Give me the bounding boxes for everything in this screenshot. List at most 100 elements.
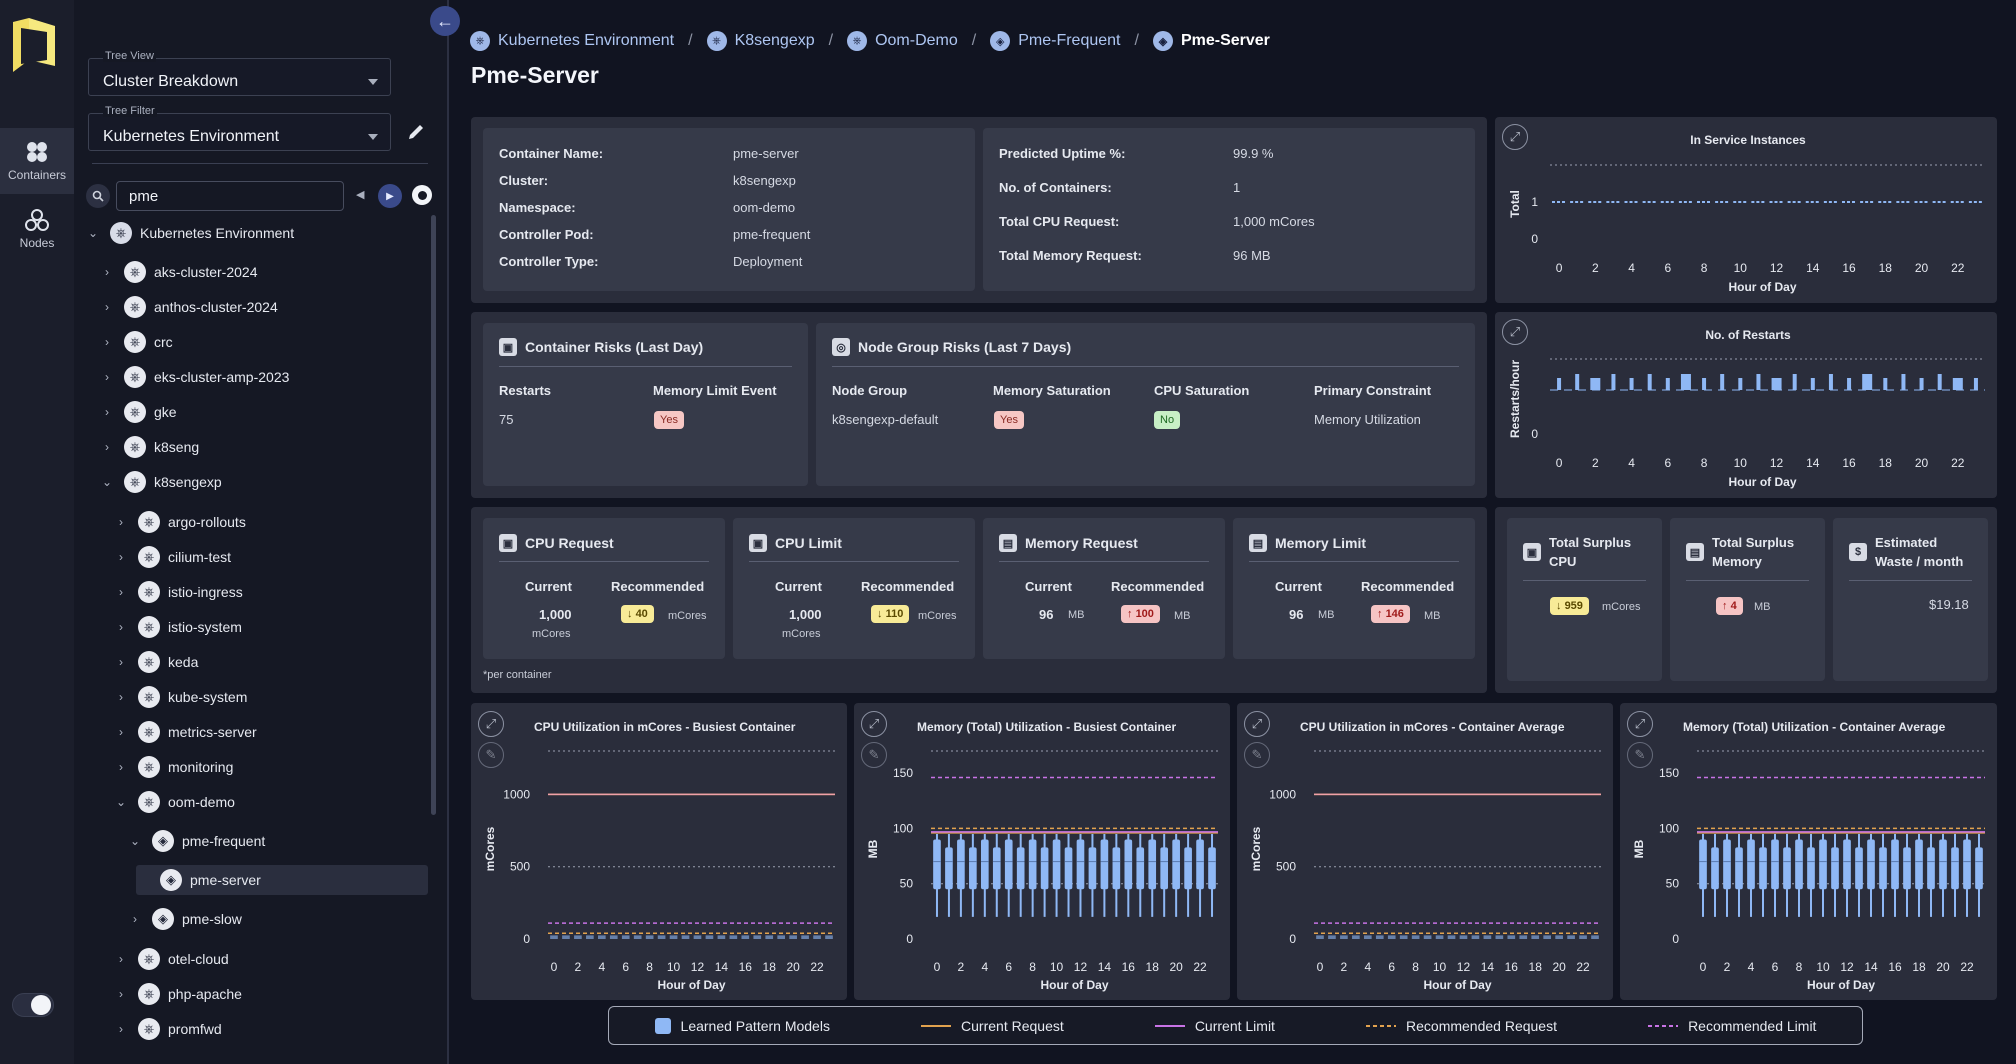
expand-icon[interactable]: ⤢: [1502, 124, 1528, 150]
chevron-down-icon[interactable]: ⌄: [115, 795, 127, 809]
tree-item-aks-cluster-2024[interactable]: › ⎈ aks-cluster-2024: [100, 257, 258, 287]
expand-icon[interactable]: ⤢: [1627, 711, 1653, 737]
nav-nodes-label: Nodes: [19, 236, 55, 250]
tree-filter-value: Kubernetes Environment: [103, 128, 280, 145]
y-tick-label: 150: [1659, 766, 1679, 780]
nav-containers-button[interactable]: Containers: [0, 128, 74, 194]
chevron-right-icon[interactable]: ›: [119, 760, 123, 774]
chevron-right-icon[interactable]: ›: [119, 952, 123, 966]
nav-nodes-button[interactable]: Nodes: [0, 196, 74, 262]
tree-item-oom-demo[interactable]: ⌄ ⎈ oom-demo: [114, 787, 235, 817]
surplus-unit: MB: [1754, 601, 1771, 613]
chevron-down-icon[interactable]: ⌄: [129, 834, 141, 848]
environment-icon: ⎈: [110, 222, 132, 244]
collapse-sidebar-button[interactable]: ←: [430, 6, 460, 36]
tree-item-pme-frequent[interactable]: ⌄ ◈ pme-frequent: [128, 826, 265, 856]
chevron-right-icon[interactable]: ›: [105, 265, 109, 279]
tree-item-pme-server[interactable]: ◈ pme-server: [136, 865, 428, 895]
chevron-right-icon[interactable]: ›: [105, 335, 109, 349]
edit-icon[interactable]: ✎: [861, 742, 887, 768]
surplus-title: Total Surplus: [1549, 535, 1632, 550]
box-mark: [1711, 847, 1719, 890]
chevron-down-icon[interactable]: ⌄: [101, 475, 113, 489]
chevron-down-icon[interactable]: ⌄: [87, 226, 99, 240]
chevron-right-icon[interactable]: ›: [105, 405, 109, 419]
edit-filter-icon[interactable]: [406, 122, 426, 142]
expand-icon[interactable]: ⤢: [1244, 711, 1270, 737]
tree-item-cilium-test[interactable]: › ⎈ cilium-test: [114, 542, 231, 572]
tree-item-crc[interactable]: › ⎈ crc: [100, 327, 173, 357]
restart-bar: [1647, 374, 1652, 390]
cluster-icon: ⎈: [124, 366, 146, 388]
tree-view-select[interactable]: Tree View Cluster Breakdown: [88, 50, 391, 96]
chevron-right-icon[interactable]: ›: [133, 912, 137, 926]
tree-item-gke[interactable]: › ⎈ gke: [100, 397, 177, 427]
tree-item-keda[interactable]: › ⎈ keda: [114, 647, 198, 677]
chevron-right-icon[interactable]: ›: [119, 725, 123, 739]
tree-item-label: keda: [168, 654, 199, 670]
x-tick-label: 22: [810, 960, 824, 974]
tree-item-kube-system[interactable]: › ⎈ kube-system: [114, 682, 247, 712]
prev-result-icon[interactable]: ◀: [356, 189, 365, 201]
breadcrumb-item[interactable]: ◈ Pme-Frequent: [990, 31, 1120, 51]
chevron-right-icon[interactable]: ›: [105, 370, 109, 384]
chevron-right-icon[interactable]: ›: [119, 987, 123, 1001]
theme-toggle[interactable]: [12, 993, 54, 1017]
namespace-icon: ⎈: [138, 791, 160, 813]
expand-icon[interactable]: ⤢: [861, 711, 887, 737]
recommended-limit-swatch: [1648, 1024, 1679, 1027]
search-input[interactable]: [116, 181, 344, 211]
chevron-right-icon[interactable]: ›: [119, 1022, 123, 1036]
expand-icon[interactable]: ⤢: [478, 711, 504, 737]
chevron-right-icon[interactable]: ›: [119, 585, 123, 599]
tree-item-eks-cluster-amp-2023[interactable]: › ⎈ eks-cluster-amp-2023: [100, 362, 289, 392]
tree-item-istio-ingress[interactable]: › ⎈ istio-ingress: [114, 577, 243, 607]
expand-icon[interactable]: ⤢: [1502, 319, 1528, 345]
tree-filter-select[interactable]: Tree Filter Kubernetes Environment: [88, 105, 391, 151]
box-mark: [945, 847, 953, 890]
chevron-right-icon[interactable]: ›: [119, 655, 123, 669]
breadcrumb-item[interactable]: ⎈ Oom-Demo: [847, 31, 958, 51]
tree-item-metrics-server[interactable]: › ⎈ metrics-server: [114, 717, 257, 747]
chevron-right-icon[interactable]: ›: [119, 515, 123, 529]
restart-bar: [1919, 378, 1924, 390]
next-result-icon[interactable]: ▶: [378, 184, 402, 208]
box-mark: [693, 935, 702, 939]
tree-item-k8seng[interactable]: › ⎈ k8seng: [100, 432, 199, 462]
tree-item-Kubernetes Environment[interactable]: ⌄ ⎈ Kubernetes Environment: [86, 218, 294, 248]
edit-icon[interactable]: ✎: [1627, 742, 1653, 768]
utilization-chart: CPU Utilization in mCores - Container Av…: [1249, 720, 1601, 992]
box-mark: [1471, 935, 1480, 939]
tree-item-k8sengexp[interactable]: ⌄ ⎈ k8sengexp: [100, 467, 222, 497]
tree-item-promfwd[interactable]: › ⎈ promfwd: [114, 1014, 222, 1044]
breadcrumb-item[interactable]: ⎈ K8sengexp: [706, 31, 815, 51]
box-mark: [1136, 847, 1145, 890]
box-mark: [1088, 847, 1097, 890]
sidebar-scrollbar[interactable]: [431, 215, 436, 815]
totals-card: [983, 128, 1475, 291]
chevron-right-icon[interactable]: ›: [119, 550, 123, 564]
clear-search-icon[interactable]: [412, 185, 432, 205]
search-icon[interactable]: [86, 184, 110, 208]
namespace-icon: ⎈: [138, 1018, 160, 1040]
chevron-right-icon[interactable]: ›: [119, 620, 123, 634]
restart-bar: [1937, 374, 1942, 390]
legend-recommended-request: Recommended Request: [1366, 1018, 1557, 1034]
chevron-right-icon[interactable]: ›: [119, 690, 123, 704]
tree-item-anthos-cluster-2024[interactable]: › ⎈ anthos-cluster-2024: [100, 292, 278, 322]
chevron-right-icon[interactable]: ›: [105, 300, 109, 314]
tree-item-pme-slow[interactable]: › ◈ pme-slow: [128, 904, 242, 934]
chevron-right-icon[interactable]: ›: [105, 440, 109, 454]
total-label: Total Memory Request:: [999, 248, 1142, 263]
restart-bar: [1847, 378, 1852, 390]
tree-item-argo-rollouts[interactable]: › ⎈ argo-rollouts: [114, 507, 246, 537]
edit-icon[interactable]: ✎: [478, 742, 504, 768]
breadcrumb-item[interactable]: ⎈ Kubernetes Environment: [470, 31, 674, 51]
tree-item-monitoring[interactable]: › ⎈ monitoring: [114, 752, 233, 782]
tree-item-otel-cloud[interactable]: › ⎈ otel-cloud: [114, 944, 229, 974]
tree-item-label: cilium-test: [168, 549, 232, 565]
tree-item-istio-system[interactable]: › ⎈ istio-system: [114, 612, 242, 642]
edit-icon[interactable]: ✎: [1244, 742, 1270, 768]
restart-bar: [1629, 378, 1634, 390]
tree-item-php-apache[interactable]: › ⎈ php-apache: [114, 979, 242, 1009]
